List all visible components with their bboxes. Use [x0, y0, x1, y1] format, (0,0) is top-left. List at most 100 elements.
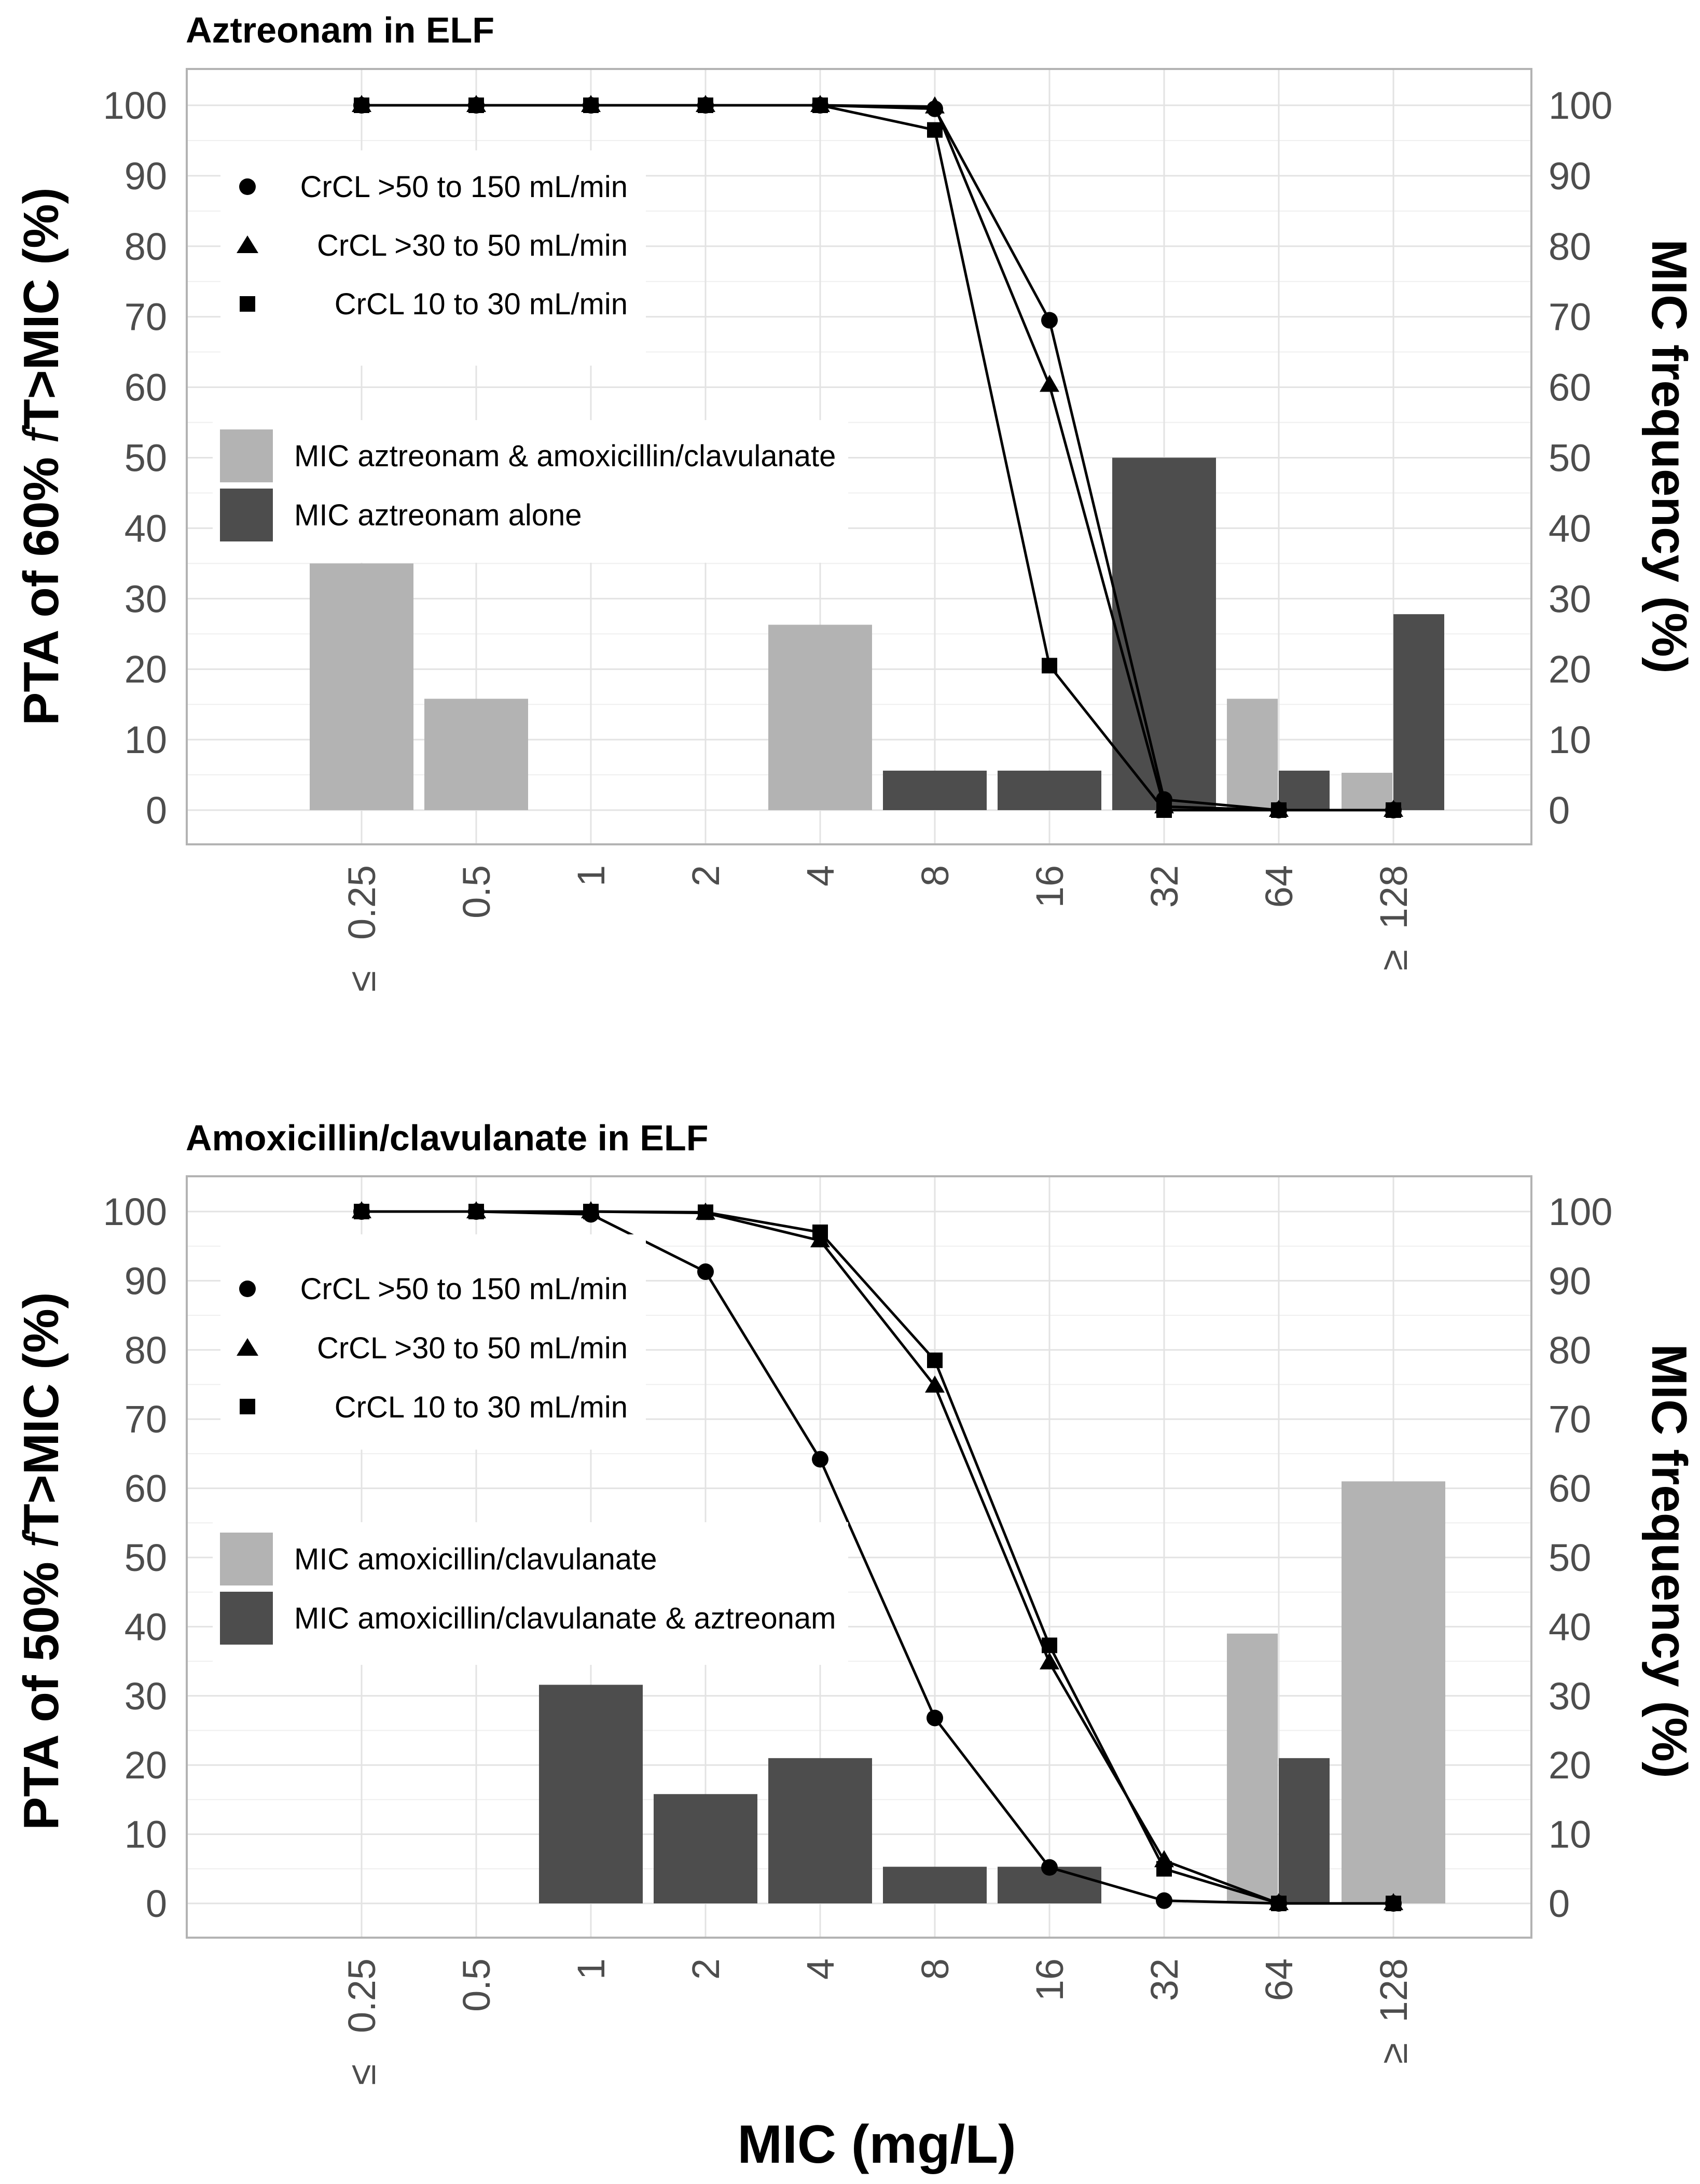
- bar-light: [768, 624, 872, 810]
- legend-bar-label: MIC aztreonam & amoxicillin/clavulanate: [294, 439, 836, 473]
- point-triangle: [925, 96, 945, 114]
- point-square: [583, 1204, 599, 1219]
- point-triangle: [1040, 374, 1059, 392]
- y-tick-label-left: 20: [125, 1744, 167, 1787]
- y-tick-label-right: 20: [1549, 648, 1591, 691]
- bar-dark: [1112, 457, 1216, 810]
- point-circle: [1041, 1859, 1058, 1876]
- y-tick-label-left: 100: [103, 1190, 167, 1233]
- y-tick-label-right: 50: [1549, 1536, 1591, 1579]
- lines: [362, 104, 1393, 812]
- bar-dark: [1279, 770, 1330, 810]
- line-legend: CrCL >50 to 150 mL/min CrCL >30 to 50 mL…: [237, 170, 628, 321]
- bar-legend-box: [213, 1522, 848, 1665]
- bars: [310, 457, 1444, 810]
- bar-dark: [883, 770, 987, 810]
- legend-bar-label: MIC amoxicillin/clavulanate: [294, 1542, 657, 1576]
- y-axis-left-label: PTA of 50% fT>MIC (%): [13, 1292, 69, 1830]
- bar-light: [310, 563, 413, 810]
- y-tick-label-right: 10: [1549, 1813, 1591, 1856]
- y-tick-label-left: 30: [125, 577, 167, 620]
- y-tick-label-right: 70: [1549, 1398, 1591, 1441]
- point-circle: [697, 1263, 714, 1281]
- legend-swatch-dark: [220, 1592, 273, 1645]
- y-tick-label-left: 90: [125, 1259, 167, 1302]
- panel-aztreonam: Aztreonam in ELF 0102030405060708090100 …: [13, 10, 1697, 992]
- y-tick-label-left: 50: [125, 1536, 167, 1579]
- x-tick-label: 32: [1143, 865, 1186, 908]
- x-tick-label: 32: [1143, 1958, 1186, 2001]
- point-square: [1271, 802, 1287, 818]
- x-tick-label: 128: [1372, 1958, 1415, 2022]
- y-tick-label-left: 90: [125, 155, 167, 198]
- series-line-square: [362, 104, 1393, 812]
- point-square: [468, 1204, 484, 1219]
- y-axis-left-label: PTA of 60% fT>MIC (%): [13, 187, 69, 725]
- legend-line-label: CrCL >30 to 50 mL/min: [317, 1331, 628, 1365]
- x-tick-label: 2: [684, 1958, 727, 1980]
- point-square: [1386, 802, 1401, 818]
- plot-panel-frame: [186, 68, 1532, 845]
- x-tick-label: 1: [570, 1958, 613, 1980]
- bar-light: [1342, 772, 1392, 810]
- legend-triangle-marker: [237, 235, 258, 253]
- x-tick-label: 2: [684, 865, 727, 886]
- point-square: [927, 1352, 943, 1368]
- y-tick-label-right: 80: [1549, 225, 1591, 268]
- legend-swatch-light: [220, 429, 273, 482]
- x-tick-label: 8: [914, 1958, 957, 1980]
- markers: [352, 1201, 1403, 1912]
- legend-square-marker: [240, 296, 255, 312]
- point-square: [1156, 802, 1172, 818]
- x-tick-label: 4: [799, 865, 842, 886]
- x-axis-ticks: 0.25 ≤0.5 1 2 4 8 16 32 64 128 ≥: [340, 865, 1415, 992]
- y-tick-label-right: 80: [1549, 1329, 1591, 1372]
- bar-dark: [654, 1794, 757, 1903]
- y-tick-label-left: 70: [125, 296, 167, 339]
- x-tick-label: 0.5: [455, 1958, 498, 2012]
- chart-title: Amoxicillin/clavulanate in ELF: [186, 1118, 708, 1158]
- point-square: [812, 98, 828, 113]
- y-tick-label-right: 30: [1549, 1675, 1591, 1718]
- y-tick-label-right: 40: [1549, 507, 1591, 550]
- y-tick-label-left: 100: [103, 84, 167, 127]
- y-axis-right-ticks: 0 10 20 30 40 50 60 70 80 90 100: [1549, 1190, 1612, 1925]
- y-tick-label-left: 80: [125, 225, 167, 268]
- x-tick-prefix: ≤: [340, 971, 383, 992]
- y-tick-label-left: 0: [146, 1882, 167, 1925]
- point-square: [1271, 1896, 1287, 1911]
- y-tick-label-right: 70: [1549, 296, 1591, 339]
- legend-square-marker: [240, 1399, 255, 1414]
- y-tick-label-right: 10: [1549, 718, 1591, 761]
- legend-line-label: CrCL 10 to 30 mL/min: [335, 1390, 628, 1424]
- y-tick-label-left: 30: [125, 1675, 167, 1718]
- bar-dark: [768, 1758, 872, 1903]
- y-axis-right-label: MIC frequency (%): [1641, 239, 1697, 673]
- y-axis-right-label: MIC frequency (%): [1641, 1344, 1697, 1778]
- x-tick-prefix: ≥: [1372, 950, 1415, 971]
- bar-light: [424, 699, 528, 810]
- x-tick-label: 0.25: [340, 1958, 383, 2033]
- panel-amoxicillin: Amoxicillin/clavulanate in ELF 010203040…: [13, 1118, 1697, 2085]
- x-tick-prefix: ≤: [340, 2064, 383, 2085]
- y-tick-label-right: 0: [1549, 1882, 1570, 1925]
- point-square: [354, 1204, 369, 1219]
- legend-line-label: CrCL >30 to 50 mL/min: [317, 229, 628, 262]
- x-tick-label: 16: [1028, 1958, 1071, 2001]
- y-tick-label-left: 70: [125, 1398, 167, 1441]
- x-tick-label: 1: [570, 865, 613, 886]
- legend-line-label: CrCL >50 to 150 mL/min: [300, 170, 628, 204]
- bar-dark: [883, 1867, 987, 1903]
- line-legend-box: [220, 150, 646, 366]
- point-square: [1386, 1896, 1401, 1911]
- y-tick-label-right: 90: [1549, 1259, 1591, 1302]
- point-circle: [1156, 1892, 1172, 1909]
- y-tick-label-right: 60: [1549, 1467, 1591, 1510]
- y-tick-label-right: 50: [1549, 437, 1591, 480]
- bar-light: [1342, 1481, 1445, 1903]
- legend-swatch-dark: [220, 489, 273, 541]
- point-circle: [812, 1451, 828, 1468]
- series-line-circle: [362, 1210, 1393, 1905]
- point-circle: [927, 1709, 943, 1727]
